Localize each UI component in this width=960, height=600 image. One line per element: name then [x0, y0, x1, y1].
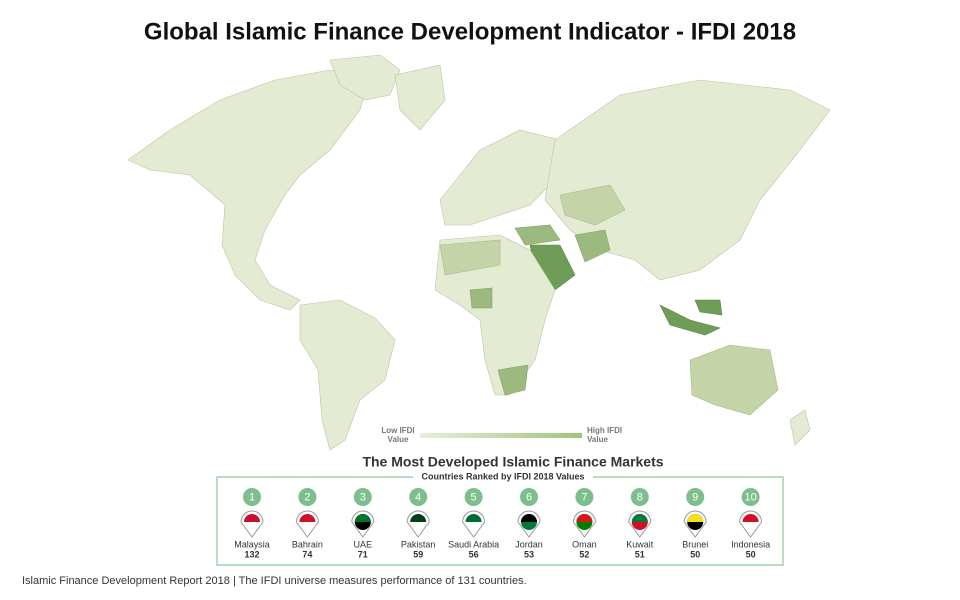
country-value: 50	[746, 549, 756, 559]
rank-badge	[298, 488, 317, 506]
greenland	[394, 64, 446, 131]
rank-badge	[520, 488, 538, 506]
country-value: 132	[244, 549, 259, 559]
country-name: Indonesia	[731, 539, 770, 549]
flag	[244, 514, 260, 522]
rank-number: 10	[744, 491, 756, 503]
flag	[354, 514, 371, 522]
country-value: 56	[469, 549, 479, 559]
south-africa	[497, 364, 529, 396]
rank-badge	[409, 488, 428, 506]
rank-badge	[630, 488, 649, 506]
country-name: UAE	[354, 539, 373, 549]
country-value: 74	[302, 549, 312, 559]
rank-number: 8	[637, 491, 643, 503]
australia	[689, 344, 779, 416]
rank-badge	[243, 488, 261, 506]
country-name: Brunei	[682, 539, 708, 549]
malaysia	[694, 299, 723, 316]
rank-number: 4	[415, 491, 421, 503]
ranking-items: 1Malaysia1322Bahrain743UAE714Pakistan595…	[234, 488, 770, 559]
flag	[631, 514, 648, 522]
flag	[410, 514, 427, 522]
new-zealand	[789, 409, 811, 446]
country-name: Pakistan	[401, 539, 436, 549]
footer: Islamic Finance Development Report 2018 …	[22, 575, 527, 587]
indonesia	[659, 304, 721, 336]
rank-number: 3	[360, 491, 366, 503]
country-value: 50	[690, 549, 700, 559]
rank-number: 2	[304, 491, 310, 503]
legend-low: Value	[388, 435, 409, 444]
legend-low: Low IFDI	[381, 426, 414, 435]
flag	[521, 514, 537, 522]
rank-number: 9	[692, 491, 698, 503]
rank-badge	[353, 488, 372, 506]
country-value: 59	[413, 549, 423, 559]
rank-badge	[741, 488, 760, 506]
country-value: 52	[579, 549, 589, 559]
nigeria	[469, 287, 493, 309]
flag	[465, 514, 482, 522]
world-map	[127, 54, 831, 451]
country-value: 53	[524, 549, 534, 559]
europe	[439, 129, 561, 226]
section-subtitle: Countries Ranked by IFDI 2018 Values	[421, 471, 584, 481]
rank-badge	[464, 488, 483, 506]
country-value: 71	[358, 549, 368, 559]
flag	[576, 514, 593, 522]
legend-gradient	[420, 433, 582, 438]
country-name: Saudi Arabia	[448, 539, 499, 549]
rank-badge	[575, 488, 594, 506]
title: Global Islamic Finance Development Indic…	[144, 18, 796, 45]
arctic-islands	[329, 54, 401, 101]
legend-high: Value	[587, 435, 608, 444]
flag	[687, 514, 704, 522]
country-name: Oman	[572, 539, 597, 549]
rank-badge	[686, 488, 705, 506]
country-name: Kuwait	[626, 539, 654, 549]
subtitle-bg	[413, 471, 593, 483]
north-africa	[439, 239, 501, 276]
africa	[434, 234, 556, 396]
rank-number: 7	[581, 491, 587, 503]
section-title: The Most Developed Islamic Finance Marke…	[362, 454, 663, 470]
country-name: Malaysia	[234, 539, 270, 549]
legend-high: High IFDI	[587, 426, 622, 435]
central-asia	[559, 184, 626, 226]
country-value: 51	[635, 549, 645, 559]
flag	[742, 514, 759, 522]
north-america	[127, 69, 371, 311]
rank-number: 6	[526, 491, 532, 503]
rank-number: 5	[471, 491, 477, 503]
rank-number: 1	[249, 491, 255, 503]
pakistan	[574, 229, 611, 263]
country-name: Bahrain	[292, 539, 323, 549]
south-america	[299, 299, 396, 451]
levant-iran	[514, 224, 561, 246]
country-name: Jordan	[515, 539, 543, 549]
flag	[299, 514, 316, 522]
